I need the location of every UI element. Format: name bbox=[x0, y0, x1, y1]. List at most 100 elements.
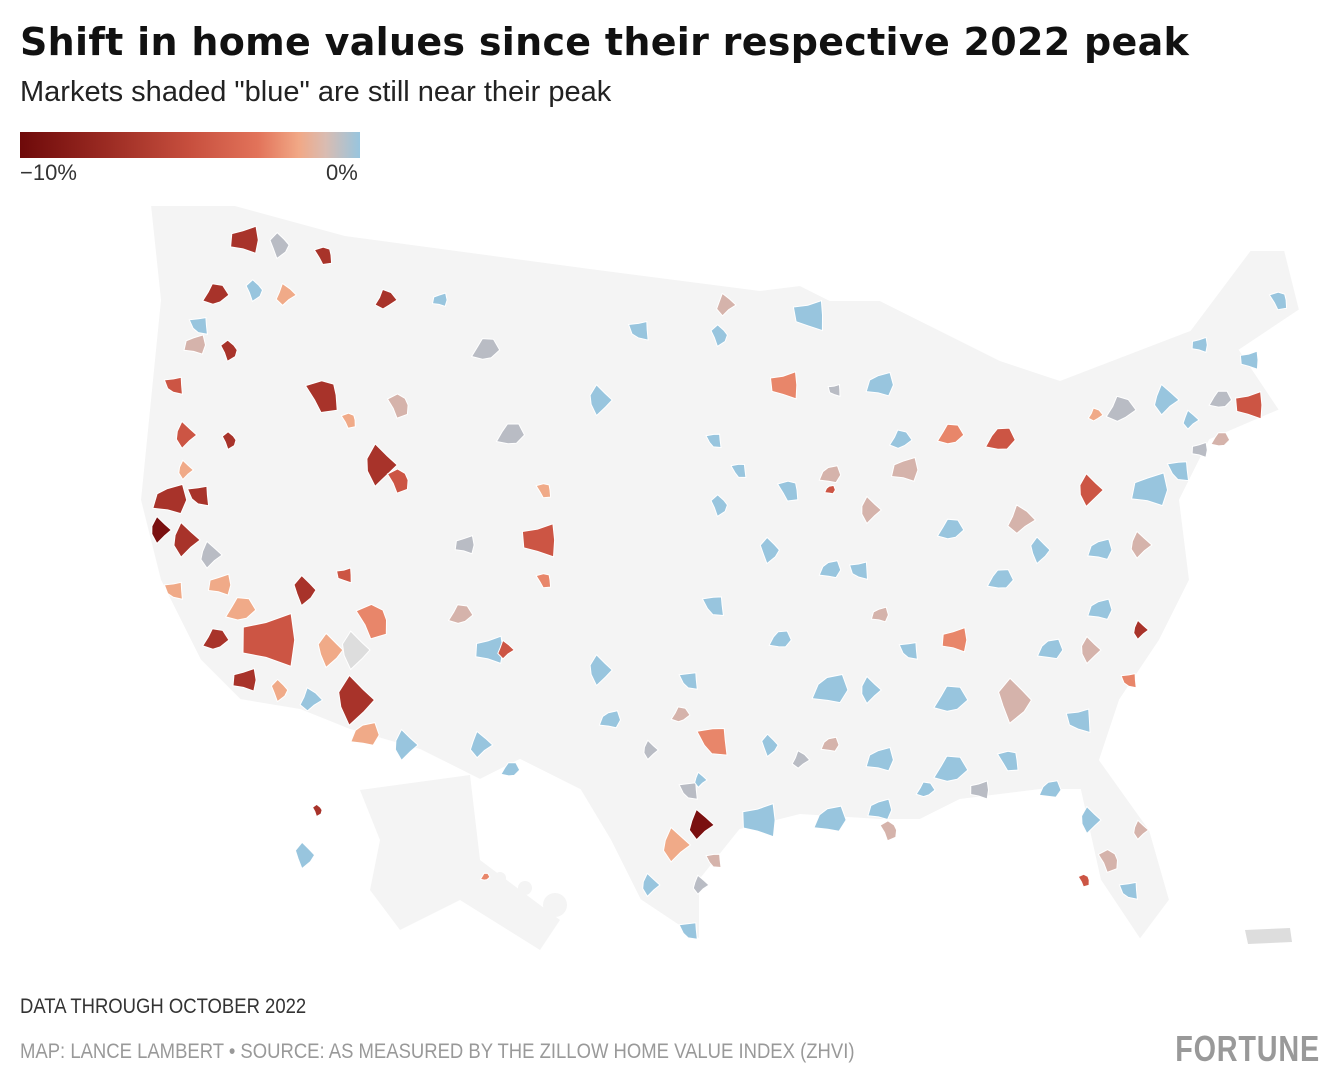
data-note: DATA THROUGH OCTOBER 2022 bbox=[20, 995, 307, 1018]
market-area bbox=[221, 431, 237, 451]
market-area bbox=[710, 324, 728, 348]
market-area bbox=[813, 805, 847, 832]
market-area bbox=[642, 872, 661, 898]
market-area bbox=[670, 706, 691, 723]
market-area bbox=[152, 483, 188, 515]
market-area bbox=[232, 667, 257, 692]
market-area bbox=[394, 728, 419, 762]
market-area bbox=[1007, 504, 1037, 535]
market-area bbox=[898, 642, 918, 660]
market-area bbox=[431, 292, 448, 308]
market-area bbox=[163, 376, 183, 395]
market-area bbox=[1065, 708, 1091, 734]
market-area bbox=[220, 339, 238, 363]
market-area bbox=[692, 874, 710, 895]
page-subtitle: Markets shaded "blue" are still near the… bbox=[20, 76, 612, 108]
market-area bbox=[811, 673, 849, 704]
market-area bbox=[311, 803, 323, 818]
market-area bbox=[1036, 638, 1064, 660]
market-area bbox=[861, 675, 883, 705]
market-area bbox=[275, 282, 298, 307]
market-area bbox=[313, 246, 333, 266]
market-area bbox=[200, 540, 223, 569]
market-area bbox=[495, 423, 526, 445]
fortune-logo: FORTUNE bbox=[1175, 1028, 1320, 1069]
market-area bbox=[941, 627, 968, 653]
market-area bbox=[270, 678, 289, 703]
market-area bbox=[888, 429, 913, 449]
market-area bbox=[936, 423, 965, 445]
market-area bbox=[768, 630, 792, 648]
legend-min-label: −10% bbox=[20, 160, 77, 185]
market-area bbox=[1079, 472, 1105, 508]
market-area bbox=[761, 733, 779, 758]
market-area bbox=[1208, 390, 1233, 408]
market-area bbox=[1087, 538, 1113, 560]
market-area bbox=[355, 603, 388, 640]
market-area bbox=[589, 383, 613, 417]
market-area bbox=[454, 535, 475, 555]
market-area bbox=[936, 518, 965, 540]
market-area bbox=[299, 686, 324, 712]
market-area bbox=[386, 468, 409, 494]
market-area bbox=[662, 826, 692, 863]
market-area bbox=[163, 581, 183, 600]
hawaii bbox=[494, 872, 567, 917]
market-area bbox=[201, 628, 230, 650]
market-area bbox=[479, 872, 491, 881]
market-area bbox=[688, 808, 716, 841]
market-area bbox=[823, 484, 836, 495]
market-area bbox=[792, 300, 824, 332]
market-area bbox=[1191, 441, 1208, 459]
market-area bbox=[716, 292, 737, 317]
market-area bbox=[338, 674, 376, 727]
market-area bbox=[497, 639, 516, 660]
market-area bbox=[470, 338, 501, 360]
market-area bbox=[340, 412, 356, 429]
alaska bbox=[360, 775, 560, 950]
market-area bbox=[627, 320, 649, 341]
market-area bbox=[827, 383, 841, 397]
market-area bbox=[475, 635, 504, 665]
page-title: Shift in home values since their respect… bbox=[20, 20, 1190, 64]
market-area bbox=[374, 288, 398, 310]
market-area bbox=[183, 334, 207, 355]
market-area bbox=[1191, 336, 1208, 354]
market-area bbox=[1038, 780, 1062, 798]
market-area bbox=[1081, 635, 1102, 665]
market-area bbox=[230, 225, 259, 254]
market-area bbox=[304, 380, 338, 414]
market-area bbox=[818, 465, 842, 484]
market-area bbox=[535, 573, 552, 589]
market-area bbox=[879, 820, 898, 842]
market-area bbox=[1166, 461, 1190, 482]
market-area bbox=[188, 317, 208, 335]
market-area bbox=[694, 771, 708, 789]
market-area bbox=[589, 653, 613, 687]
market-area bbox=[341, 630, 371, 671]
market-area bbox=[1182, 409, 1200, 430]
market-area bbox=[776, 480, 799, 502]
market-area bbox=[1087, 407, 1104, 422]
market-area bbox=[535, 483, 552, 499]
market-area bbox=[705, 433, 722, 449]
market-area bbox=[598, 710, 622, 729]
market-area bbox=[350, 722, 380, 746]
market-area bbox=[996, 750, 1019, 772]
market-area bbox=[984, 427, 1016, 450]
market-area bbox=[336, 567, 352, 584]
market-area bbox=[870, 606, 889, 623]
market-area bbox=[890, 456, 919, 482]
color-scale-legend bbox=[20, 132, 360, 158]
market-area bbox=[317, 632, 344, 669]
market-area bbox=[245, 279, 264, 303]
market-area bbox=[1081, 805, 1102, 835]
market-area bbox=[242, 612, 296, 667]
market-area bbox=[867, 798, 893, 821]
market-area bbox=[500, 762, 521, 777]
market-area bbox=[678, 922, 698, 940]
market-area bbox=[293, 574, 317, 607]
market-area bbox=[986, 569, 1014, 589]
market-area bbox=[201, 283, 230, 305]
market-area bbox=[933, 685, 969, 712]
